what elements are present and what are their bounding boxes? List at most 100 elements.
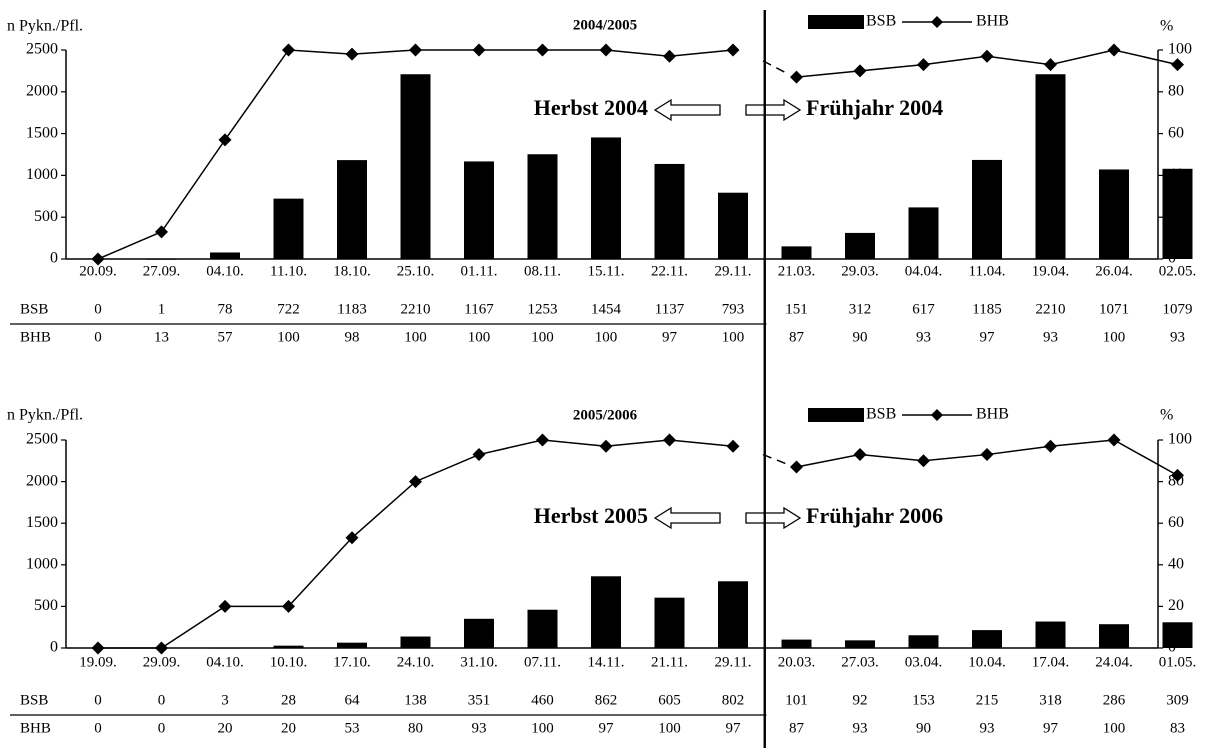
bar-bsb — [781, 639, 812, 648]
bar-bsb — [527, 154, 558, 259]
legend-bar-label: BSB — [866, 13, 896, 30]
left-tick-label: 1500 — [26, 514, 58, 531]
left-tick-label: 2500 — [26, 431, 58, 448]
bar-bsb — [400, 74, 431, 259]
bar-bsb — [210, 252, 240, 259]
marker-bhb — [790, 460, 803, 474]
legend-bar-swatch — [808, 408, 864, 422]
bar-bsb — [591, 576, 621, 648]
table-value-bhb: 90 — [853, 329, 868, 345]
table-value-bhb: 83 — [1170, 720, 1185, 736]
table-value-bhb: 100 — [595, 329, 618, 345]
bar-bsb — [781, 246, 812, 259]
table-value-bsb: 1253 — [528, 301, 558, 317]
x-tick-label: 08.11. — [524, 263, 561, 279]
bar-bsb — [146, 258, 177, 260]
x-tick-label: 04.04. — [905, 263, 943, 279]
x-tick-label: 20.03. — [778, 654, 816, 670]
left-tick-label: 2500 — [26, 41, 58, 58]
left-tick-label: 500 — [34, 597, 58, 614]
table-value-bsb: 0 — [94, 301, 102, 317]
x-tick-label: 22.11. — [651, 263, 688, 279]
legend-line-label: BHB — [976, 406, 1009, 423]
legend: BSB BHB — [808, 406, 1009, 423]
x-tick-label: 14.11. — [588, 654, 625, 670]
table-value-bsb: 78 — [218, 301, 233, 317]
table-value-bhb: 98 — [345, 329, 360, 345]
table-value-bhb: 100 — [531, 720, 554, 736]
marker-bhb — [1171, 58, 1184, 72]
x-tick-label: 20.09. — [79, 263, 117, 279]
right-tick-label: 60 — [1168, 124, 1184, 141]
line-bhb — [98, 439, 734, 649]
marker-bhb — [1107, 433, 1121, 447]
x-tick-label: 03.04. — [905, 654, 943, 670]
table-value-bsb: 1167 — [464, 301, 494, 317]
table-value-bsb: 3 — [221, 692, 229, 708]
marker-bhb — [1044, 58, 1057, 72]
table-value-bhb: 97 — [726, 720, 742, 736]
x-tick-label: 10.10. — [270, 654, 308, 670]
marker-bhb — [155, 225, 168, 239]
table-value-bsb: 793 — [722, 301, 745, 317]
x-tick-label: 17.10. — [333, 654, 371, 670]
marker-bhb — [218, 599, 232, 613]
marker-bhb — [663, 49, 676, 63]
marker-bhb — [917, 58, 930, 72]
table-value-bsb: 460 — [531, 692, 554, 708]
bar-bsb — [1035, 621, 1066, 648]
table-value-bhb: 100 — [277, 329, 300, 345]
table-value-bhb: 0 — [94, 329, 102, 345]
table-value-bsb: 318 — [1039, 692, 1062, 708]
marker-bhb — [91, 252, 105, 266]
x-tick-label: 26.04. — [1095, 263, 1133, 279]
table-row-label-bsb: BSB — [20, 301, 48, 317]
table-value-bhb: 97 — [1043, 720, 1059, 736]
marker-bhb — [853, 448, 867, 462]
table-value-bsb: 862 — [595, 692, 618, 708]
marker-bhb — [599, 439, 613, 453]
table-value-bhb: 90 — [916, 720, 931, 736]
bar-bsb — [718, 581, 748, 648]
x-tick-label: 18.10. — [333, 263, 371, 279]
marker-bhb — [1171, 468, 1184, 482]
table-value-bhb: 0 — [158, 720, 166, 736]
bar-bsb — [908, 635, 939, 648]
x-tick-label: 11.10. — [270, 263, 307, 279]
table-value-bhb: 20 — [281, 720, 296, 736]
table-value-bhb: 87 — [789, 720, 805, 736]
table-value-bsb: 802 — [722, 692, 745, 708]
table-value-bhb: 97 — [980, 329, 996, 345]
annotation-left: Herbst 2005 — [534, 503, 648, 528]
x-tick-label: 19.09. — [79, 654, 117, 670]
marker-bhb — [218, 133, 232, 147]
marker-bhb — [599, 43, 613, 57]
right-tick-label: 20 — [1168, 597, 1184, 614]
table-value-bhb: 93 — [916, 329, 931, 345]
marker-bhb — [472, 448, 486, 462]
bar-bsb — [273, 645, 304, 648]
marker-bhb — [980, 49, 994, 63]
bar-bsb — [210, 647, 240, 649]
arrow-right-icon — [745, 98, 802, 122]
table-value-bsb: 312 — [849, 301, 872, 317]
marker-bhb — [282, 599, 295, 613]
x-tick-label: 21.03. — [778, 263, 816, 279]
table-value-bhb: 100 — [468, 329, 491, 345]
table-value-bhb: 97 — [599, 720, 615, 736]
chart-title: 2005/2006 — [573, 407, 638, 423]
bar-bsb — [845, 232, 875, 259]
x-tick-label: 07.11. — [524, 654, 561, 670]
legend-line-label: BHB — [976, 13, 1009, 30]
line-bhb-connector — [762, 60, 787, 74]
x-tick-label: 02.05. — [1159, 263, 1197, 279]
table-value-bsb: 1185 — [972, 301, 1001, 317]
bar-bsb — [337, 160, 367, 259]
table-value-bhb: 97 — [662, 329, 678, 345]
table-value-bsb: 605 — [658, 692, 681, 708]
right-tick-label: 40 — [1168, 555, 1184, 572]
bar-bsb — [1162, 622, 1193, 648]
chart-panel-1: 05001000150020002500020406080100n Pykn./… — [7, 13, 1196, 346]
marker-bhb — [917, 454, 930, 468]
marker-bhb — [91, 641, 105, 655]
